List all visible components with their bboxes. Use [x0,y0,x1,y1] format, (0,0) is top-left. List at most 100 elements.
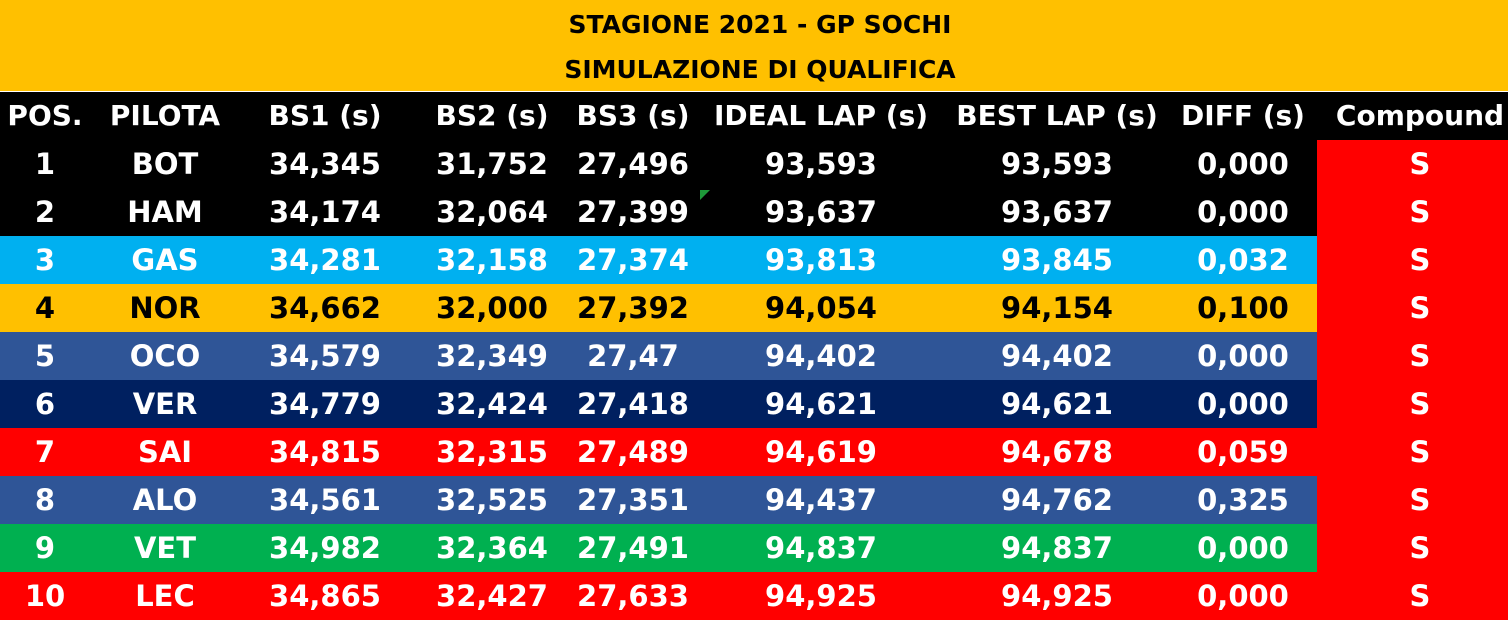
pos-cell: 5 [34,339,56,373]
table-row: 1 BOT 34,345 31,752 27,496 93,593 93,593 0,000 S [0,140,1508,188]
bs3-cell: 27,392 [577,291,689,325]
driver-cell: NOR [129,291,201,325]
bs1-cell: 34,174 [269,195,381,229]
diff-cell: 0,000 [1197,195,1289,229]
diff-cell: 0,032 [1197,243,1289,277]
bs2-cell: 32,424 [436,387,548,421]
driver-cell: LEC [135,579,195,613]
bs3-cell: 27,489 [577,435,689,469]
driver-cell: ALO [132,483,198,517]
ideal-lap-cell: 94,621 [765,387,877,421]
bs1-cell: 34,561 [269,483,381,517]
bs3-cell: 27,47 [587,339,679,373]
table-row: 2 HAM 34,174 32,064 27,399 93,637 93,637 0,000 S [0,188,1508,236]
table-row: 8 ALO 34,561 32,525 27,351 94,437 94,762 0,325 S [0,476,1508,524]
table-row: 6 VER 34,779 32,424 27,418 94,621 94,621 0,000 S [0,380,1508,428]
driver-cell: OCO [129,339,201,373]
bs3-cell: 27,633 [577,579,689,613]
compound-cell: S [1409,531,1431,565]
pos-cell: 1 [34,147,56,181]
compound-cell-bg [1317,476,1508,524]
compound-cell: S [1409,147,1431,181]
pos-cell: 8 [34,483,56,517]
diff-cell: 0,000 [1197,579,1289,613]
pos-cell: 2 [34,195,56,229]
driver-cell: BOT [131,147,199,181]
ideal-lap-cell: 94,054 [765,291,877,325]
pos-cell: 3 [34,243,56,277]
compound-cell-bg [1317,236,1508,284]
table-row: 9 VET 34,982 32,364 27,491 94,837 94,837 0,000 S [0,524,1508,572]
bs2-cell: 32,525 [436,483,548,517]
compound-cell: S [1409,291,1431,325]
compound-cell: S [1409,483,1431,517]
diff-cell: 0,059 [1197,435,1289,469]
page-subtitle: SIMULAZIONE DI QUALIFICA [564,55,956,84]
best-lap-cell: 94,621 [1001,387,1113,421]
compound-cell-bg [1317,284,1508,332]
bs1-cell: 34,281 [269,243,381,277]
cell-comment-marker [700,190,710,200]
best-lap-cell: 93,637 [1001,195,1113,229]
bs2-cell: 32,000 [436,291,548,325]
bs1-cell: 34,579 [269,339,381,373]
bs3-cell: 27,491 [577,531,689,565]
bs1-cell: 34,815 [269,435,381,469]
ideal-lap-cell: 93,593 [765,147,877,181]
compound-cell-bg [1317,188,1508,236]
bs3-cell: 27,496 [577,147,689,181]
column-header-row: POS. PILOTA BS1 (s) BS2 (s) BS3 (s) IDEAL LAP… [0,92,1508,140]
title-banner: STAGIONE 2021 - GP SOCHI SIMULAZIONE DI … [0,0,1508,91]
best-lap-cell: 94,402 [1001,339,1113,373]
bs1-cell: 34,865 [269,579,381,613]
compound-cell-bg [1317,428,1508,476]
best-lap-cell: 94,154 [1001,291,1113,325]
pos-cell: 7 [34,435,56,469]
ideal-lap-cell: 94,925 [765,579,877,613]
best-lap-cell: 94,925 [1001,579,1113,613]
column-header: POS. [7,99,83,132]
compound-cell: S [1409,387,1431,421]
bs2-cell: 32,427 [436,579,548,613]
compound-cell: S [1409,243,1431,277]
compound-cell: S [1409,339,1431,373]
table-row: 3 GAS 34,281 32,158 27,374 93,813 93,845 0,032 S [0,236,1508,284]
bs2-cell: 32,349 [436,339,548,373]
compound-cell-bg [1317,140,1508,188]
driver-cell: HAM [127,195,203,229]
diff-cell: 0,000 [1197,339,1289,373]
diff-cell: 0,000 [1197,147,1289,181]
driver-cell: VET [133,531,197,565]
table-row: 10 LEC 34,865 32,427 27,633 94,925 94,925 0,000… [0,572,1508,620]
compound-cell-bg [1317,524,1508,572]
column-header: DIFF (s) [1181,99,1305,132]
compound-cell-bg [1317,332,1508,380]
diff-cell: 0,000 [1197,387,1289,421]
diff-cell: 0,000 [1197,531,1289,565]
diff-cell: 0,100 [1197,291,1289,325]
bs1-cell: 34,779 [269,387,381,421]
compound-cell: S [1409,435,1431,469]
ideal-lap-cell: 94,837 [765,531,877,565]
driver-cell: SAI [137,435,193,469]
best-lap-cell: 93,593 [1001,147,1113,181]
bs3-cell: 27,399 [577,195,689,229]
column-header: BS1 (s) [268,99,382,132]
driver-cell: GAS [131,243,199,277]
table-row: 5 OCO 34,579 32,349 27,47 94,402 94,402 0,000 S [0,332,1508,380]
column-header: BEST LAP (s) [956,99,1158,132]
bs3-cell: 27,374 [577,243,689,277]
page-title: STAGIONE 2021 - GP SOCHI [568,10,952,39]
ideal-lap-cell: 93,637 [765,195,877,229]
bs2-cell: 32,364 [436,531,548,565]
column-header: BS3 (s) [576,99,690,132]
bs1-cell: 34,662 [269,291,381,325]
bs2-cell: 31,752 [436,147,548,181]
column-header: BS2 (s) [435,99,549,132]
bs2-cell: 32,315 [436,435,548,469]
column-header: Compound [1335,99,1505,132]
ideal-lap-cell: 94,619 [765,435,877,469]
pos-cell: 10 [24,579,66,613]
bs3-cell: 27,351 [577,483,689,517]
pos-cell: 4 [34,291,56,325]
